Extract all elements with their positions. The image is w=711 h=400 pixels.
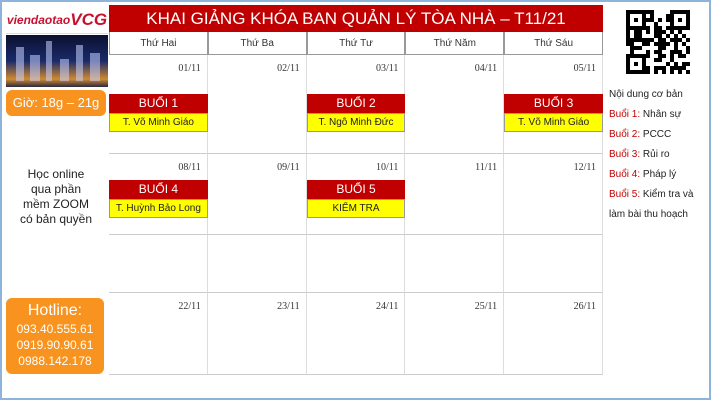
content-value: Kiểm tra và làm bài thu hoạch [609,189,694,220]
logo-brand: VCG [70,9,108,29]
content-key: Buổi 4: [609,169,641,180]
content-value: Nhân sự [640,109,682,120]
date-label: 02/11 [277,63,300,74]
content-key: Buổi 2: [609,129,641,140]
online-line: Học online [27,167,85,181]
date-label: 26/11 [573,301,596,312]
calendar-cell: 02/11 [207,55,307,154]
content-item: Buổi 3: Rủi ro [609,145,711,165]
hotline-number: 093.40.555.61 [16,322,94,336]
hotline-number: 0919.90.90.61 [16,338,94,352]
calendar-cell: 26/11 [504,293,603,375]
calendar-cell: 11/11 [405,154,505,235]
calendar-cell [207,235,307,293]
day-header: Thứ Hai [109,32,208,55]
content-key: Buổi 1: [609,109,641,120]
content-item: Buổi 5: Kiểm tra và làm bài thu hoạch [609,185,711,225]
date-label: 03/11 [375,63,399,74]
session-label: BUỔI 3 [504,94,603,113]
date-label: 04/11 [474,63,498,74]
content-item: Buổi 1: Nhân sự [609,105,711,125]
online-line: mềm ZOOM [23,197,89,211]
city-image [6,35,108,87]
session-teacher: T. Võ Minh Giáo [504,113,603,132]
date-label: 24/11 [375,301,399,312]
calendar-cell [306,235,406,293]
date-label: 10/11 [375,162,399,173]
date-label: 01/11 [178,63,201,74]
session-teacher: T. Ngô Minh Đức [306,113,406,132]
content-item: Buổi 4: Pháp lý [609,165,711,185]
calendar-cell: 12/11 [504,154,603,235]
day-header: Thứ Ba [207,32,307,55]
day-header: Thứ Năm [405,32,505,55]
calendar-cell [109,235,208,293]
calendar-cell: 09/11 [207,154,307,235]
calendar-cell: 23/11 [207,293,307,375]
calendar-grid: Thứ Hai Thứ Ba Thứ Tư Thứ Năm Thứ Sáu 01/11 02… [109,32,603,375]
date-label: 25/11 [474,301,498,312]
content-value: Rủi ro [640,149,670,160]
date-label: 12/11 [573,162,596,173]
date-label: 09/11 [277,162,300,173]
content-item: Buổi 2: PCCC [609,125,711,145]
online-line: có bản quyền [19,212,93,226]
page-title: KHAI GIẢNG KHÓA BAN QUẢN LÝ TÒA NHÀ – T1… [109,5,603,32]
date-label: 05/11 [573,63,596,74]
content-value: Pháp lý [640,169,677,180]
calendar-cell [405,235,505,293]
date-label: 08/11 [178,162,201,173]
hotline-box: Hotline: 093.40.555.61 0919.90.90.61 098… [6,298,104,374]
session-teacher: KIỂM TRA [306,199,406,218]
qr-code [626,10,690,74]
date-label: 23/11 [277,301,300,312]
calendar-cell: 25/11 [405,293,505,375]
session-label: BUỔI 5 [306,180,406,199]
logo: viendaotao VCG [6,6,108,34]
online-note: Học online qua phần mềm ZOOM có bản quyề… [6,167,106,227]
day-header: Thứ Tư [306,32,406,55]
calendar-cell [504,235,603,293]
day-header: Thứ Sáu [504,32,603,55]
session-label: BUỔI 2 [306,94,406,113]
session-teacher: T. Huỳnh Bảo Long [109,199,208,218]
hotline-number: 0988.142.178 [18,354,92,368]
hours-badge: Giờ: 18g – 21g [6,90,106,116]
online-line: qua phần [30,182,82,196]
calendar-cell: 04/11 [405,55,505,154]
session-teacher: T. Võ Minh Giáo [109,113,208,132]
hotline-title: Hotline: [27,302,83,319]
calendar-cell: 22/11 [109,293,208,375]
session-label: BUỔI 4 [109,180,208,199]
content-heading: Nội dung cơ bản [609,89,683,100]
course-content: Nội dung cơ bản Buổi 1: Nhân sự Buổi 2: P… [609,85,711,225]
calendar-cell: 24/11 [306,293,406,375]
content-key: Buổi 3: [609,149,641,160]
logo-text: viendaotao [6,12,71,27]
date-label: 22/11 [178,301,201,312]
content-value: PCCC [640,129,672,140]
session-label: BUỔI 1 [109,94,208,113]
date-label: 11/11 [475,162,498,173]
content-key: Buổi 5: [609,189,641,200]
